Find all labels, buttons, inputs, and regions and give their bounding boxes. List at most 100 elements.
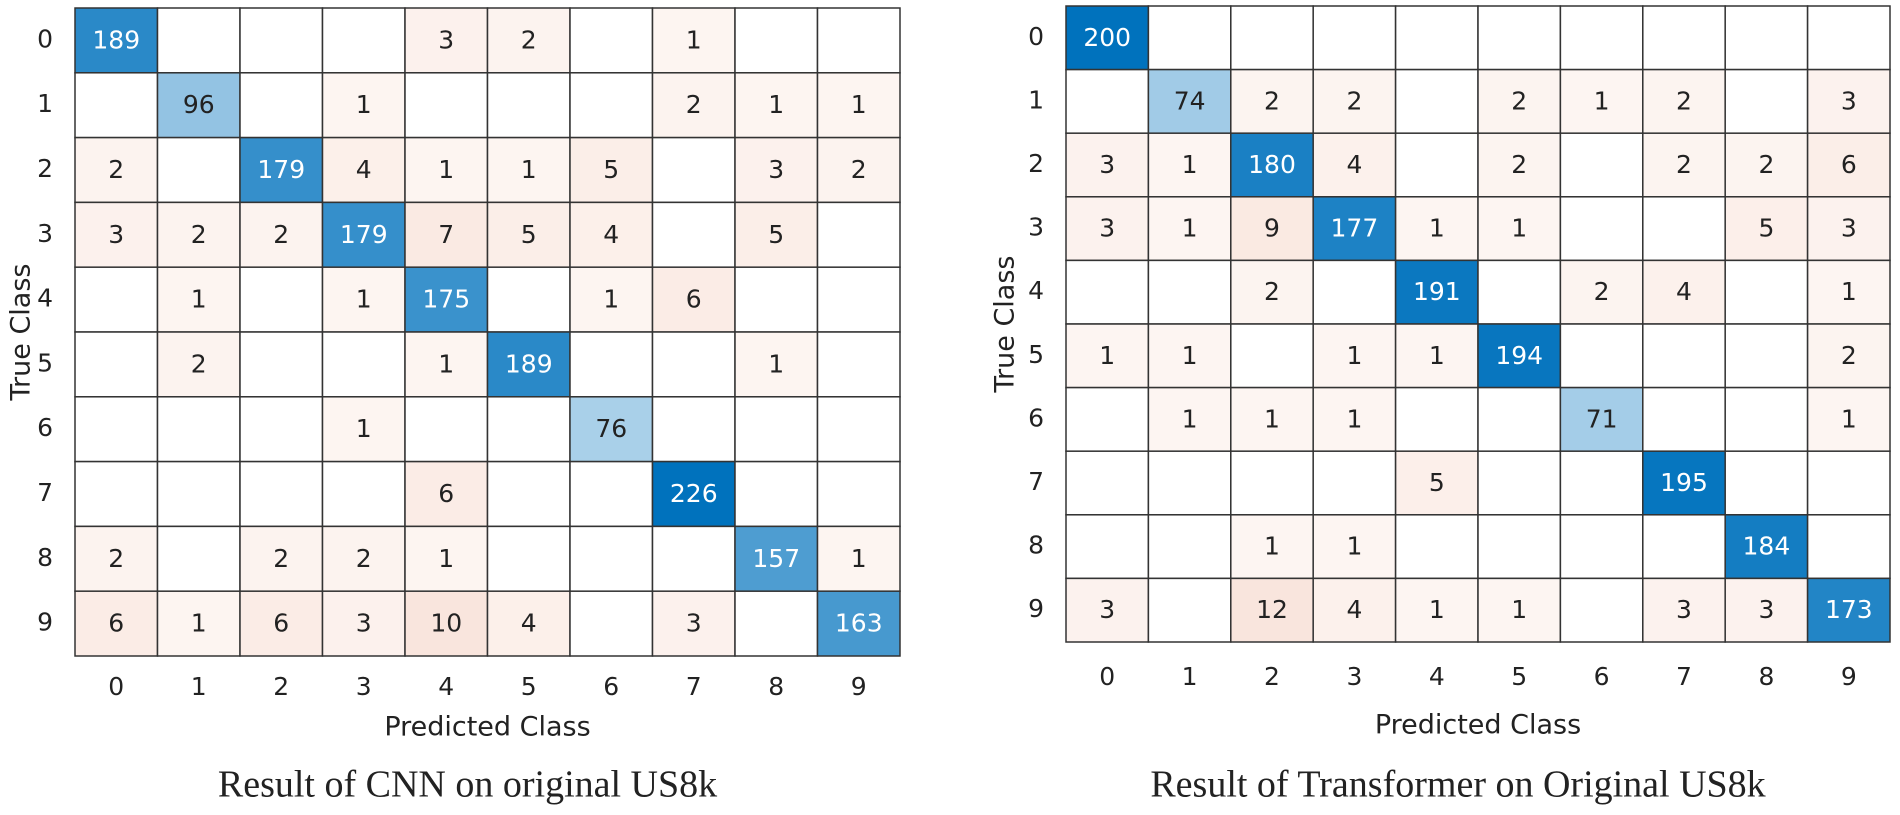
cell-value: 1 [438,349,454,378]
y-axis-label: True Class [6,264,37,402]
cell [1312,68,1397,134]
cell [321,7,406,74]
cell [1559,132,1644,198]
cell [816,7,901,74]
cell-value: 2 [1264,86,1280,115]
x-tick-label: 0 [1099,662,1115,691]
cell [156,7,241,74]
x-axis-label: Predicted Class [1375,710,1581,741]
cell [1230,577,1314,643]
cell [1312,514,1397,580]
caption: Result of CNN on original US8k [218,764,717,806]
cell-value: 1 [1346,404,1362,433]
cell-value: 1 [1511,214,1527,243]
cell [1477,577,1562,643]
cell [1724,323,1809,389]
cell-value: 1 [1182,404,1198,433]
cell [1642,132,1726,198]
cell-value: 1 [1429,341,1445,370]
cell-value: 3 [356,609,372,638]
cell-value: 1 [768,349,784,378]
cell [156,525,241,592]
cell [1806,514,1891,580]
cell [404,72,489,139]
cell [74,460,159,528]
cell-value: 2 [1511,86,1527,115]
cell-value: 5 [603,155,619,184]
cell [569,331,654,398]
cell-value: 1 [686,25,702,54]
cell [1230,450,1314,516]
cell [1477,259,1562,325]
cell [1065,196,1150,262]
cell-value: 1 [1182,214,1198,243]
cell-value: 76 [595,414,627,443]
cell [1394,5,1479,71]
cell-value: 180 [1248,150,1296,179]
cell [1230,323,1314,389]
y-tick-label: 5 [1028,340,1044,369]
cell [816,396,901,463]
cell [1724,577,1809,643]
cell [1230,386,1314,452]
y-tick-label: 8 [37,543,53,572]
cell-value: 5 [521,220,537,249]
cell [1806,450,1891,516]
cell [404,7,489,74]
cell-value: 2 [273,544,289,573]
cell [321,266,406,333]
cell [569,590,654,657]
cell-value: 1 [356,414,372,443]
cell [569,266,654,333]
cell [816,266,901,333]
cell [1806,132,1891,198]
cell [486,72,571,139]
cell [239,201,324,268]
cell [734,590,819,657]
cell-value: 2 [356,544,372,573]
cell [1147,323,1232,389]
x-tick-label: 7 [1676,662,1692,691]
cell [1559,450,1644,516]
cell-value: 6 [108,609,124,638]
cell-value: 163 [835,609,883,638]
cell-value: 2 [1346,86,1362,115]
cell-value: 7 [438,220,454,249]
y-axis-label: True Class [990,256,1021,394]
y-tick-label: 9 [1028,594,1044,623]
cell [1147,577,1232,643]
cell-value: 191 [1413,277,1461,306]
y-tick-label: 6 [1028,403,1044,432]
cell [321,460,406,528]
cell [239,460,324,528]
cell [1477,5,1562,71]
cell [1806,196,1891,262]
x-axis-label: Predicted Class [384,712,590,743]
cell-value: 3 [438,25,454,54]
y-tick-label: 3 [1028,213,1044,242]
y-tick-label: 4 [1028,276,1044,305]
cell-value: 3 [1841,214,1857,243]
cell [1147,5,1232,71]
cell [1065,514,1150,580]
cell-value: 1 [851,544,867,573]
x-tick-label: 2 [273,672,289,701]
cell-value: 1 [1429,214,1445,243]
cell-value: 184 [1743,532,1791,561]
cell-value: 179 [340,220,388,249]
cell [239,590,324,657]
cell [74,72,159,139]
x-tick-label: 8 [1758,662,1774,691]
x-tick-label: 0 [108,672,124,701]
cell [404,590,489,657]
cell [239,525,324,592]
cell-value: 1 [356,285,372,314]
x-tick-label: 1 [1182,662,1198,691]
cell [1312,577,1397,643]
cell [1477,196,1562,262]
cell [156,136,241,204]
cell [1394,196,1479,262]
cell [816,525,901,592]
y-tick-label: 5 [37,348,53,377]
